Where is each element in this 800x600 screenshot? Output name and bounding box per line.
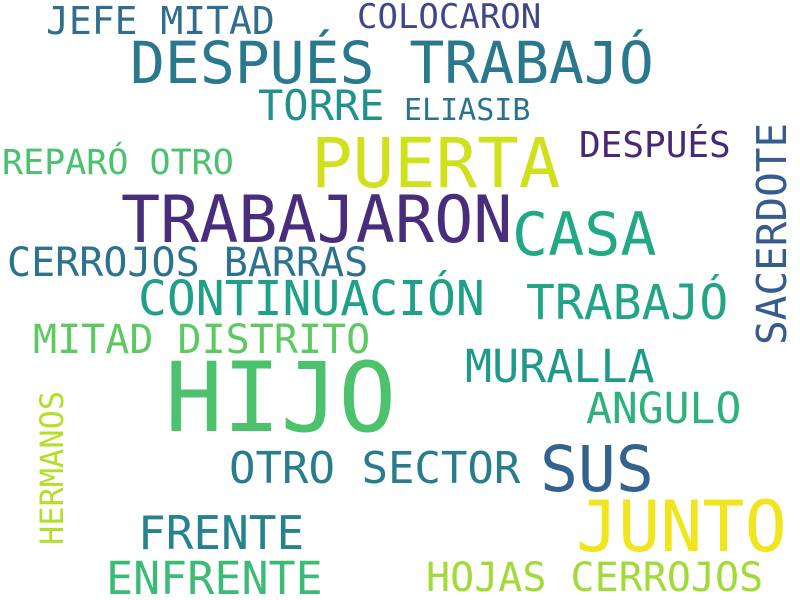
word-despues: DESPUÉS xyxy=(579,125,731,166)
word-angulo: ANGULO xyxy=(586,384,742,434)
word-trabajo: TRABAJÓ xyxy=(526,275,729,331)
word-sus: SUS xyxy=(540,433,654,506)
word-hojas-cerrojos: HOJAS CERROJOS xyxy=(426,555,764,600)
word-trabajaron: TRABAJARON xyxy=(121,183,513,258)
word-reparo-otro: REPARÓ OTRO xyxy=(2,143,234,183)
word-otro-sector: OTRO SECTOR xyxy=(229,443,521,494)
word-casa: CASA xyxy=(512,200,657,270)
word-junto: JUNTO xyxy=(576,486,787,568)
word-puerta: PUERTA xyxy=(311,124,561,204)
word-hijo: HIJO xyxy=(165,342,397,454)
word-sacerdote: SACERDOTE xyxy=(748,122,796,345)
word-enfrente: ENFRENTE xyxy=(106,552,323,600)
word-despues-trabajo: DESPUÉS TRABAJÓ xyxy=(130,29,654,97)
word-cerrojos-barras: CERROJOS BARRAS xyxy=(7,240,369,286)
word-torre: TORRE xyxy=(258,81,385,130)
word-eliasib: ELIASIB xyxy=(404,93,531,128)
word-frente: FRENTE xyxy=(138,506,305,560)
word-jefe-mitad: JEFE MITAD xyxy=(46,0,275,43)
word-hermanos: HERMANOS xyxy=(33,390,71,545)
word-continuacion: CONTINUACIÓN xyxy=(138,271,485,327)
word-colocaron: COLOCARON xyxy=(357,0,542,37)
word-muralla: MURALLA xyxy=(465,340,655,393)
word-mitad-distrito: MITAD DISTRITO xyxy=(33,317,371,363)
